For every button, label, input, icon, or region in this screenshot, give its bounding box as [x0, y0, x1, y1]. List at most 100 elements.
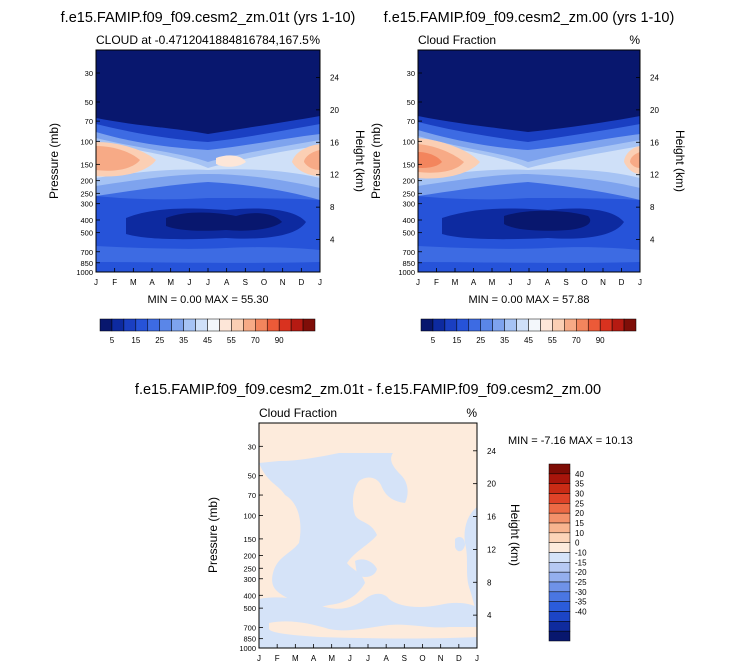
y-right-tick-label: 24	[650, 73, 659, 82]
colorbar-label: 25	[155, 336, 164, 345]
y-tick-label: 200	[80, 177, 93, 186]
colorbar-swatch	[231, 318, 244, 332]
x-tick-label: D	[456, 654, 462, 663]
colorbar-swatch	[548, 483, 571, 494]
colorbar-swatch	[135, 318, 149, 332]
y-tick-label: 250	[80, 189, 93, 198]
x-tick-label: J	[318, 278, 322, 287]
colorbar-swatch	[207, 318, 220, 332]
x-tick-label: D	[619, 278, 625, 287]
colorbar-swatch	[243, 318, 256, 332]
colorbar-swatch	[219, 318, 232, 332]
colorbar-swatch	[444, 318, 458, 332]
colorbar-label: -20	[575, 568, 587, 577]
y-tick-label: 50	[407, 98, 415, 107]
x-tick-label: J	[527, 278, 531, 287]
y-tick-label: 400	[402, 216, 415, 225]
colorbar-label: -25	[575, 578, 587, 587]
colorbar-swatch	[548, 571, 571, 583]
y-tick-label: 100	[80, 137, 93, 146]
panel-2-plot-area	[418, 50, 640, 272]
x-tick-label: O	[261, 278, 267, 287]
colorbar-swatch	[548, 562, 571, 573]
colorbar-label: 55	[227, 336, 236, 345]
x-tick-label: J	[257, 654, 261, 663]
colorbar-swatch	[548, 512, 571, 524]
panel-3: f.e15.FAMIP.f09_f09.cesm2_zm.01t - f.e15…	[135, 382, 633, 663]
colorbar-label: -10	[575, 549, 587, 558]
x-tick-label: M	[292, 654, 299, 663]
x-tick-label: F	[434, 278, 439, 287]
colorbar-label: 25	[575, 499, 584, 508]
colorbar-swatch	[548, 463, 571, 475]
panel-1-min-max: MIN = 0.00 MAX = 55.30	[147, 294, 268, 306]
panel-2-y-ticks-right: 24 20 16 12 8 4	[636, 73, 659, 245]
panel-2-colorbar: 5 15 25 35 45 55 70 90	[420, 318, 637, 345]
y-tick-label: 100	[243, 512, 256, 521]
colorbar-swatch	[278, 318, 292, 332]
colorbar-label: 90	[596, 336, 605, 345]
x-tick-label: A	[471, 278, 477, 287]
y-tick-label: 1000	[239, 644, 256, 653]
y-tick-label: 700	[402, 248, 415, 257]
colorbar-swatch	[432, 318, 446, 332]
x-tick-label: A	[149, 278, 155, 287]
y-tick-label: 500	[402, 229, 415, 238]
colorbar-swatch	[548, 601, 571, 612]
colorbar-swatch	[548, 503, 571, 514]
y-tick-label: 70	[248, 491, 256, 500]
panel-3-ylabel: Pressure (mb)	[206, 497, 220, 573]
y-right-tick-label: 8	[650, 203, 655, 212]
y-right-tick-label: 16	[487, 513, 496, 522]
panel-2-subtitle-right: %	[629, 33, 640, 47]
x-tick-label: S	[563, 278, 568, 287]
y-right-tick-label: 24	[330, 73, 339, 82]
contour-fill-neg-mid	[355, 559, 377, 577]
colorbar-swatch	[516, 318, 529, 332]
colorbar-label: 5	[431, 336, 436, 345]
colorbar-swatch	[480, 318, 493, 332]
y-tick-label: 70	[85, 117, 93, 126]
colorbar-swatch	[623, 318, 637, 332]
colorbar-label: 45	[524, 336, 533, 345]
colorbar-swatch	[290, 318, 304, 332]
colorbar-swatch	[266, 318, 280, 332]
contour-fill-25	[418, 136, 640, 188]
y-tick-label: 50	[85, 98, 93, 107]
x-tick-label: A	[545, 278, 551, 287]
colorbar-label: 10	[575, 529, 584, 538]
y-tick-label: 30	[248, 442, 256, 451]
colorbar-swatch	[123, 318, 137, 332]
colorbar-swatch	[468, 318, 481, 332]
colorbar-swatch	[548, 532, 571, 543]
y-tick-label: 250	[243, 564, 256, 573]
colorbar-swatch	[548, 552, 571, 563]
contour-fill-55-right	[630, 152, 640, 168]
colorbar-swatch	[255, 318, 268, 332]
y-tick-label: 850	[243, 635, 256, 644]
panel-1-title: f.e15.FAMIP.f09_f09.cesm2_zm.01t (yrs 1-…	[61, 10, 356, 26]
colorbar-label: 30	[575, 490, 584, 499]
y-right-tick-label: 12	[487, 545, 496, 554]
y-tick-label: 150	[243, 535, 256, 544]
colorbar-swatch	[528, 318, 541, 332]
y-right-tick-label: 4	[330, 236, 335, 245]
colorbar-swatch	[611, 318, 625, 332]
contour-fill-25	[96, 138, 320, 188]
y-tick-label: 100	[402, 137, 415, 146]
y-right-tick-label: 8	[330, 203, 335, 212]
panel-3-subtitle-left: Cloud Fraction	[259, 406, 337, 420]
x-tick-label: N	[280, 278, 286, 287]
contour-fill-55-left	[96, 146, 140, 171]
y-tick-label: 400	[243, 591, 256, 600]
colorbar-swatch	[111, 318, 125, 332]
colorbar-swatch	[587, 318, 601, 332]
contour-fill-35	[96, 142, 320, 178]
panel-3-ylabel-right: Height (km)	[508, 504, 522, 566]
colorbar-label: 35	[179, 336, 188, 345]
colorbar-swatch	[99, 318, 113, 332]
x-tick-label: O	[419, 654, 425, 663]
y-right-tick-label: 20	[487, 480, 496, 489]
x-tick-label: A	[224, 278, 230, 287]
